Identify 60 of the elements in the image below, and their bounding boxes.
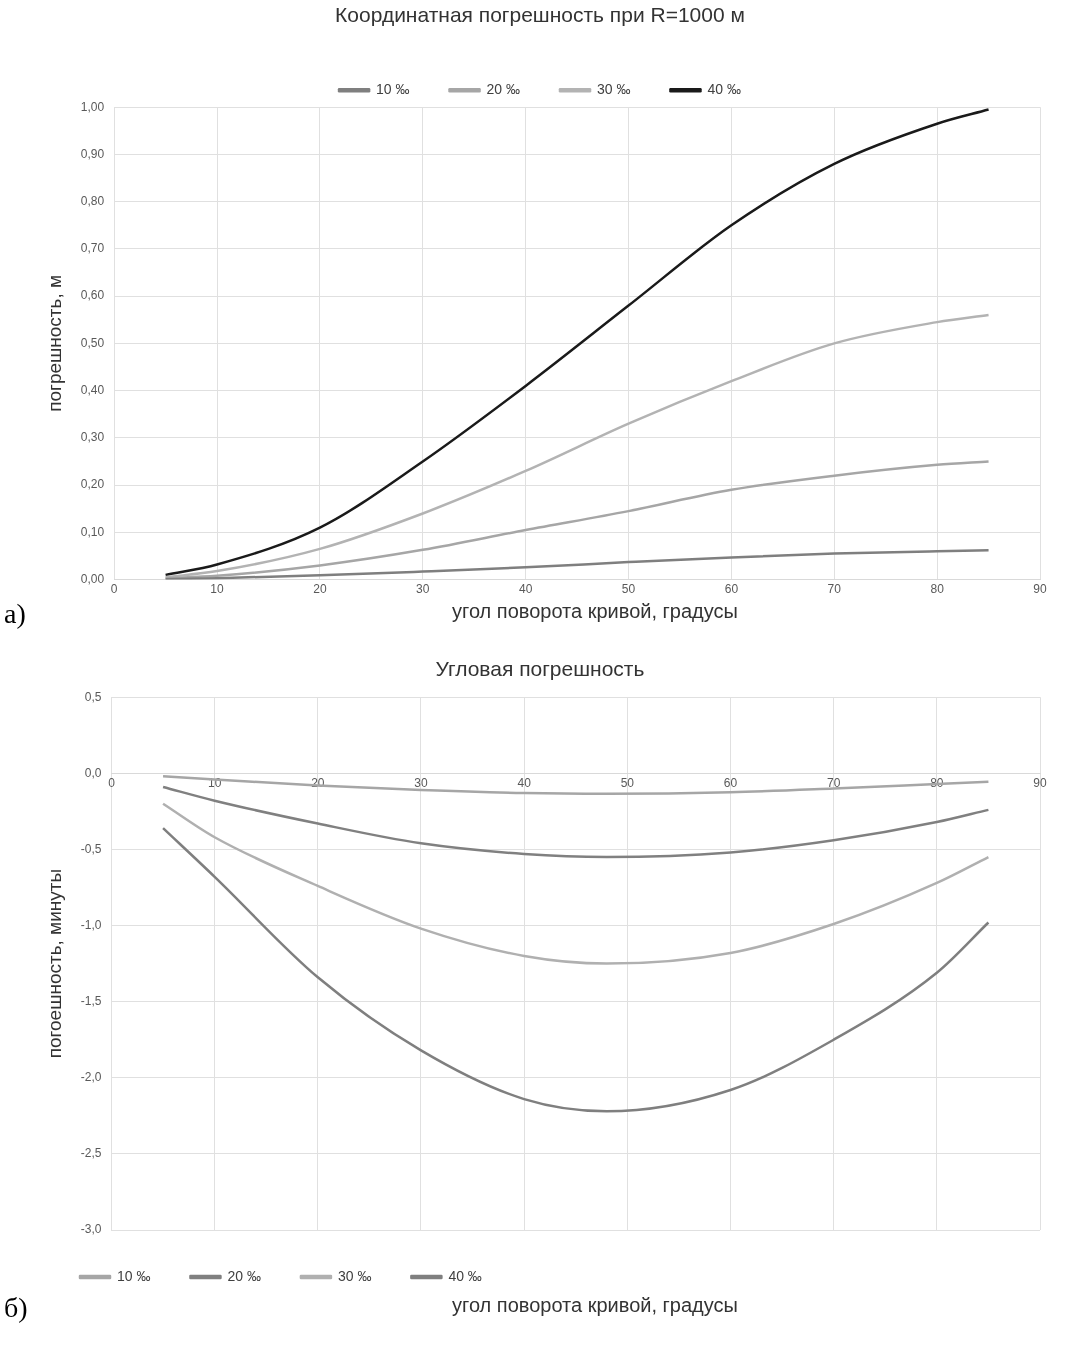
x-tick-label: 80 (930, 582, 945, 597)
y-tick-label: -1,0 (80, 917, 102, 932)
legend-label: 20 ‰ (227, 1267, 261, 1284)
y-tick-label: -2,5 (80, 1146, 102, 1161)
y-tick-label: -2,0 (80, 1070, 102, 1085)
x-axis-title: угол поворота кривой, градусы (451, 1294, 739, 1318)
x-tick-label: 0 (108, 775, 116, 790)
y-tick-label: -0,5 (80, 841, 102, 856)
y-tick-label: 1,00 (80, 99, 105, 114)
text: б) (4, 1292, 28, 1324)
x-tick-label: 60 (724, 582, 739, 597)
x-tick-label: 10 (210, 582, 225, 597)
y-axis-title: погрешность, м (43, 274, 65, 412)
legend-label: 30 ‰ (597, 81, 631, 98)
line-series (161, 826, 990, 1113)
y-tick-label: 0,60 (80, 288, 105, 303)
x-tick-label: 90 (1033, 582, 1047, 597)
y-axis-title: погоешность, минуты (43, 868, 65, 1059)
x-axis-title: угол поворота кривой, градусы (451, 600, 739, 624)
x-tick-label: 70 (826, 775, 841, 790)
x-tick-label: 20 (313, 582, 327, 597)
chart-title: Угловая погрешность (435, 657, 645, 681)
x-tick-label: 60 (723, 775, 738, 790)
y-tick-label: 0,00 (80, 571, 105, 586)
y-tick-label: 0,5 (84, 689, 102, 704)
y-tick-label: 0,20 (80, 477, 105, 492)
y-tick-label: 0,50 (80, 335, 105, 350)
line-series (164, 460, 990, 580)
y-tick-label: 0,80 (80, 193, 105, 208)
line-series (164, 313, 990, 579)
y-tick-label: 0,10 (80, 524, 105, 539)
y-tick-label: 0,90 (80, 146, 105, 161)
legend-label: 40 ‰ (707, 81, 741, 98)
line-series (164, 108, 990, 577)
line-series (161, 775, 990, 796)
x-tick-label: 50 (621, 582, 636, 597)
y-tick-label: 0,0 (84, 765, 102, 780)
chart-title: Координатная погрешность при R=1000 м (335, 3, 745, 27)
legend-label: 20 ‰ (486, 81, 521, 98)
x-tick-label: 30 (414, 775, 428, 790)
x-tick-label: 40 (517, 775, 532, 790)
legend-label: 10 ‰ (117, 1267, 151, 1284)
line-series (164, 549, 990, 580)
x-tick-label: 0 (110, 582, 118, 597)
y-tick-label: 0,30 (80, 430, 105, 445)
y-tick-label: -1,5 (80, 993, 102, 1008)
line-series (161, 785, 990, 859)
x-tick-label: 90 (1033, 775, 1047, 790)
y-tick-label: -3,0 (80, 1222, 102, 1237)
text: а) (4, 598, 26, 630)
legend-label: 10 ‰ (376, 81, 410, 98)
x-tick-label: 40 (518, 582, 533, 597)
line-series (161, 802, 990, 965)
legend-label: 30 ‰ (337, 1267, 372, 1284)
legend-label: 40 ‰ (448, 1267, 482, 1284)
x-tick-label: 70 (827, 582, 842, 597)
y-tick-label: 0,40 (80, 382, 105, 397)
x-tick-label: 30 (416, 582, 430, 597)
y-tick-label: 0,70 (80, 241, 105, 256)
x-tick-label: 50 (620, 775, 635, 790)
